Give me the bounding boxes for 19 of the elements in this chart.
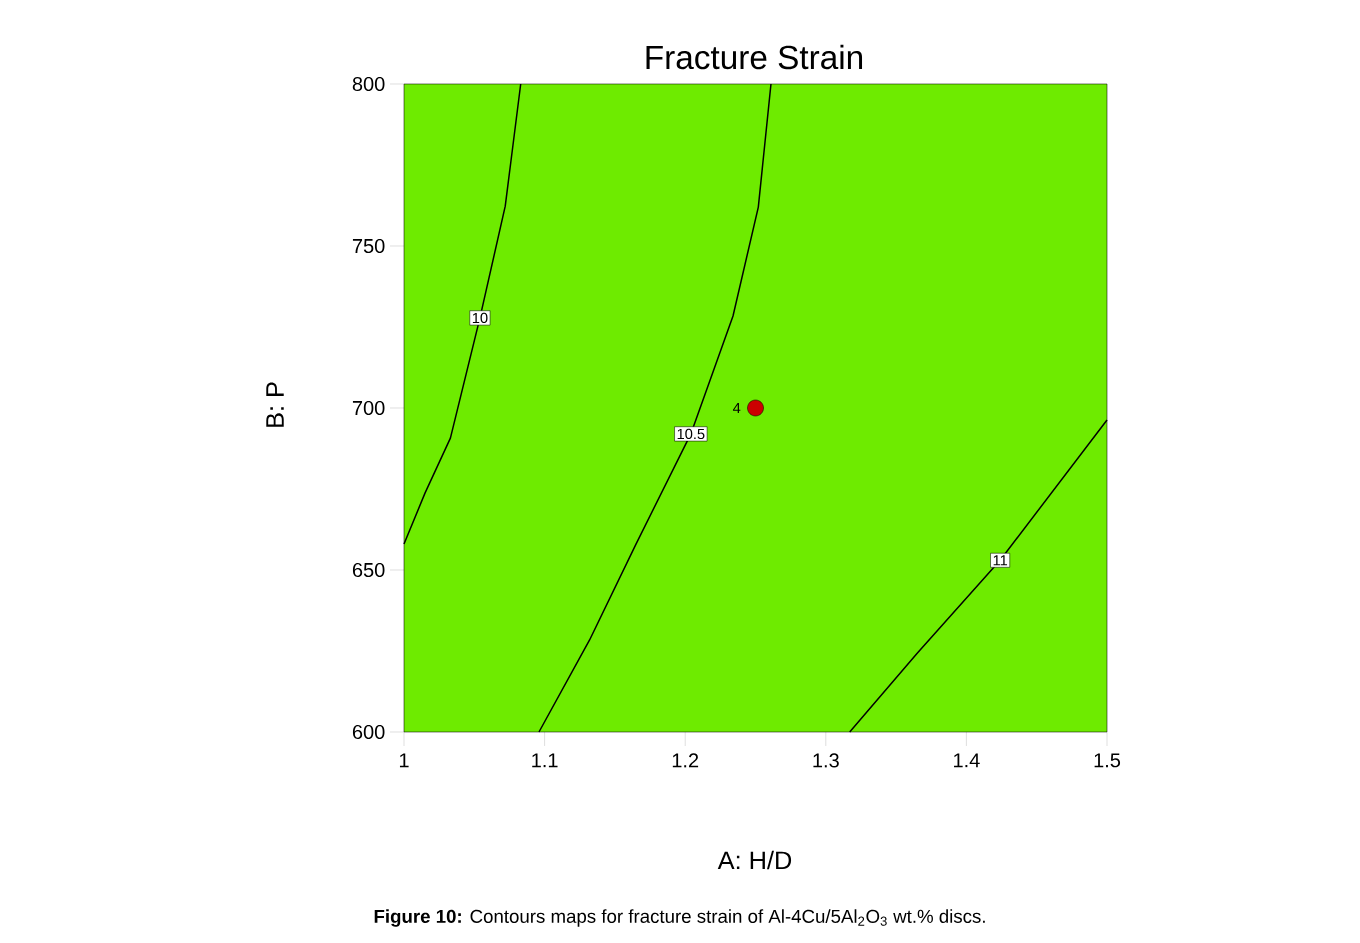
y-tick-label: 650 (352, 562, 385, 578)
y-tick-label: 700 (352, 400, 385, 416)
point (747, 399, 764, 417)
x-axis-title: A: H/D (717, 850, 792, 870)
text: Figure 10: Contours maps for fracture strain of Al-4Cu/5Al$_{2}$O$_{3}$ wt.% discs. (374, 909, 985, 927)
y-axis-title: B: P (266, 382, 284, 427)
x-tick-label: 1.5 (1094, 753, 1121, 768)
x-tick-label: 1 (399, 753, 409, 768)
x-tick-label: 1.1 (532, 753, 558, 768)
series-label: 11 (993, 555, 1008, 566)
y-tick-label: 800 (352, 76, 385, 92)
y-tick-label: 750 (352, 238, 385, 254)
x-tick-label: 1.3 (813, 753, 839, 768)
x-tick-label: 1.4 (954, 753, 980, 768)
chart-title: Fracture Strain (646, 44, 863, 70)
series-label: 10 (472, 312, 488, 324)
series-label: 4 (732, 402, 741, 414)
x-tick-label: 1.2 (672, 753, 699, 768)
y-tick-label: 600 (352, 724, 385, 740)
